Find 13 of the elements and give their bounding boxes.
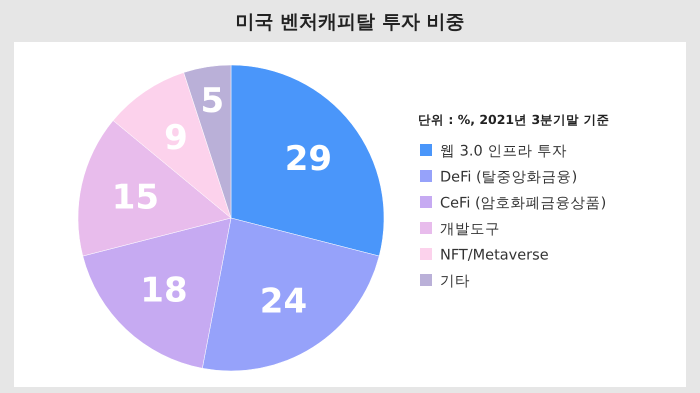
data-label: 29 (284, 138, 332, 179)
legend-label: CeFi (암호화폐금융상품) (440, 196, 606, 212)
legend-label: 기타 (440, 274, 470, 290)
data-label: 5 (200, 81, 224, 122)
chart-title: 미국 벤처캐피탈 투자 비중 (236, 11, 464, 33)
data-label: 18 (140, 270, 188, 310)
legend-title: 단위 : %, 2021년 3분기말 기준 (418, 112, 610, 127)
legend-label: DeFi (탈중앙화금융) (440, 170, 578, 186)
data-label: 15 (112, 178, 160, 218)
legend-label: 개발도구 (440, 222, 500, 238)
legend-label: 웹 3.0 인프라 투자 (440, 144, 567, 160)
data-label: 24 (260, 282, 308, 322)
legend-label: NFT/Metaverse (440, 248, 549, 264)
